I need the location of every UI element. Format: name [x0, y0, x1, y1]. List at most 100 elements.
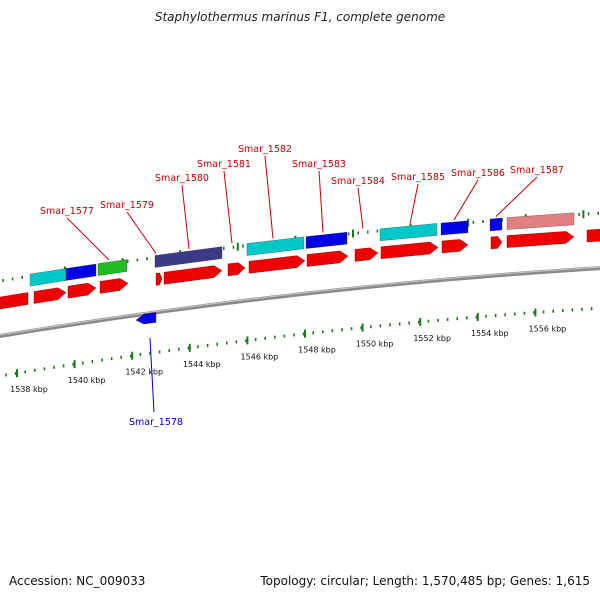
tick-dot	[331, 329, 334, 333]
major-tick	[419, 317, 422, 326]
tick-dot	[379, 324, 382, 328]
tick-dot	[367, 230, 369, 234]
tick-dot	[187, 346, 190, 350]
major-tick	[467, 218, 470, 227]
scale-ticks: 1538 kbp 1540 kbp 1542 kbp 1544 kbp 1546 kbp…	[10, 308, 566, 394]
tick-dot	[533, 311, 535, 315]
tick-dot	[581, 307, 583, 311]
cds-arrow	[0, 292, 29, 310]
genome-title: Staphylothermus marinus F1, complete gen…	[154, 10, 446, 24]
reverse-gene-arrow	[135, 312, 157, 325]
major-tick	[73, 360, 76, 369]
tick-dot	[5, 373, 7, 377]
tick-label: 1544 kbp	[183, 360, 221, 369]
tick-dot	[587, 212, 590, 216]
tick-dot	[206, 343, 209, 347]
tick-dot	[350, 327, 353, 331]
tick-dot	[158, 350, 161, 354]
cds-arrow	[354, 247, 379, 262]
gene-leader-line	[126, 211, 157, 254]
feature-block	[379, 223, 438, 241]
genome-stats-text: Topology: circular; Length: 1,570,485 bp…	[260, 574, 590, 588]
feature-block	[154, 246, 223, 268]
cds-arrow	[306, 250, 349, 267]
tick-dot	[91, 359, 94, 363]
tick-dot	[408, 321, 410, 325]
gene-label: Smar_1586	[451, 168, 505, 179]
tick-label: 1552 kbp	[413, 334, 451, 343]
gene-label: Smar_1578	[129, 417, 183, 428]
feature-block	[305, 232, 348, 249]
cds-arrow	[586, 228, 600, 243]
tick-dot	[53, 365, 55, 369]
tick-dot	[360, 326, 362, 330]
gene-leader-line	[181, 184, 190, 249]
tick-dot	[232, 245, 235, 249]
tick-dot	[514, 312, 516, 316]
major-tick	[16, 369, 18, 378]
tick-dot	[43, 367, 46, 371]
tick-dot	[127, 259, 129, 263]
gene-leader-line	[357, 187, 364, 229]
tick-dot	[389, 323, 391, 327]
tick-label: 1548 kbp	[298, 346, 336, 355]
gene-leader-line	[264, 155, 274, 239]
tick-dot	[466, 316, 468, 320]
feature-block	[97, 259, 128, 276]
accession-text: Accession: NC_009033	[9, 574, 146, 588]
tick-dot	[494, 313, 497, 317]
tick-dot	[578, 212, 580, 216]
cds-arrow	[490, 236, 503, 250]
tick-dot	[293, 333, 295, 337]
gene-leader-line	[453, 179, 479, 221]
tick-label: 1546 kbp	[241, 352, 279, 361]
tick-dot	[245, 339, 247, 343]
tick-dot	[216, 342, 218, 346]
tick-dot	[571, 308, 574, 312]
tick-dot	[242, 244, 244, 248]
tick-dot	[14, 371, 17, 375]
feature-block	[489, 217, 503, 232]
tick-dot	[168, 349, 170, 353]
gene-label: Smar_1585	[391, 172, 445, 183]
tick-dot	[357, 231, 359, 235]
major-tick	[476, 312, 479, 321]
tick-dot	[34, 368, 36, 372]
tick-dot	[475, 315, 478, 319]
tick-dot	[2, 279, 4, 283]
tick-dot	[72, 362, 74, 366]
tick-label: 1554 kbp	[471, 329, 509, 338]
gene-label: Smar_1584	[331, 176, 385, 187]
tick-dot	[418, 320, 420, 324]
tick-dot	[136, 258, 139, 262]
cds-arrow	[33, 287, 67, 304]
tick-dot	[11, 277, 14, 281]
gene-leader-line	[318, 170, 324, 233]
feature-block	[246, 236, 305, 256]
gene-label: Smar_1579	[100, 200, 154, 211]
tick-dot	[437, 318, 439, 322]
major-tick	[236, 242, 239, 251]
tick-dot	[223, 246, 225, 250]
gene-labels-bottom: Smar_1578	[129, 337, 183, 428]
tick-dot	[264, 336, 266, 340]
tick-dot	[542, 310, 545, 314]
tick-dot	[62, 364, 65, 368]
cds-arrow	[163, 265, 223, 285]
genome-backbone-highlight	[0, 266, 600, 336]
tick-dot	[597, 211, 599, 215]
tick-dot	[562, 309, 564, 313]
cds-track	[0, 228, 600, 310]
tick-dot	[427, 319, 430, 323]
tick-dot	[456, 317, 458, 321]
tick-dot	[197, 345, 199, 349]
tick-dot	[110, 357, 113, 361]
tick-dot	[235, 340, 238, 344]
gene-leader-line	[66, 217, 110, 261]
tick-dot	[312, 331, 314, 335]
tick-dot	[504, 313, 506, 317]
major-tick	[582, 210, 585, 219]
tick-dot	[120, 355, 122, 359]
